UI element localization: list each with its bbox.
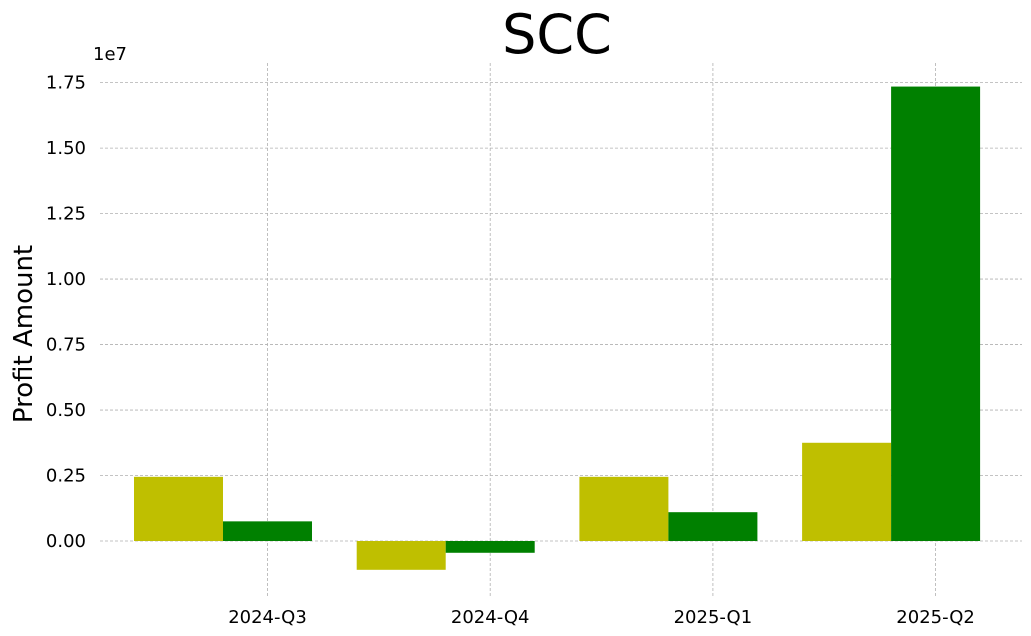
y-tick-label: 1.50 (46, 138, 86, 159)
x-tick-label: 2025-Q2 (896, 607, 975, 628)
bars (134, 86, 981, 570)
x-axis-ticks: 2024-Q3 2024-Q4 2025-Q1 2025-Q2 (228, 607, 975, 628)
y-tick-label: 0.00 (46, 531, 86, 552)
bar-series-1-2025-q2 (802, 442, 892, 541)
y-tick-label: 0.50 (46, 400, 86, 421)
bar-series-2-2024-q3 (223, 521, 312, 541)
y-axis-label: Profit Amount (9, 245, 39, 423)
y-tick-label: 1.25 (46, 204, 86, 225)
y-axis-ticks: 0.00 0.25 0.50 0.75 1.00 1.25 1.50 1.75 (46, 73, 86, 552)
y-axis-offset-label: 1e7 (93, 44, 127, 65)
bar-series-2-2025-q2 (891, 86, 981, 541)
x-tick-label: 2025-Q1 (674, 607, 753, 628)
y-tick-label: 0.25 (46, 466, 86, 487)
bar-series-2-2025-q1 (668, 512, 758, 541)
x-tick-label: 2024-Q4 (451, 607, 530, 628)
bar-series-2-2024-q4 (445, 540, 535, 553)
bar-series-1-2024-q4 (356, 540, 446, 570)
chart-title: SCC (502, 3, 612, 66)
x-tick-label: 2024-Q3 (228, 607, 307, 628)
bar-series-1-2024-q3 (134, 476, 223, 541)
y-tick-label: 1.00 (46, 269, 86, 290)
bar-series-1-2025-q1 (579, 476, 669, 541)
y-tick-label: 0.75 (46, 335, 86, 356)
y-tick-label: 1.75 (46, 73, 86, 94)
